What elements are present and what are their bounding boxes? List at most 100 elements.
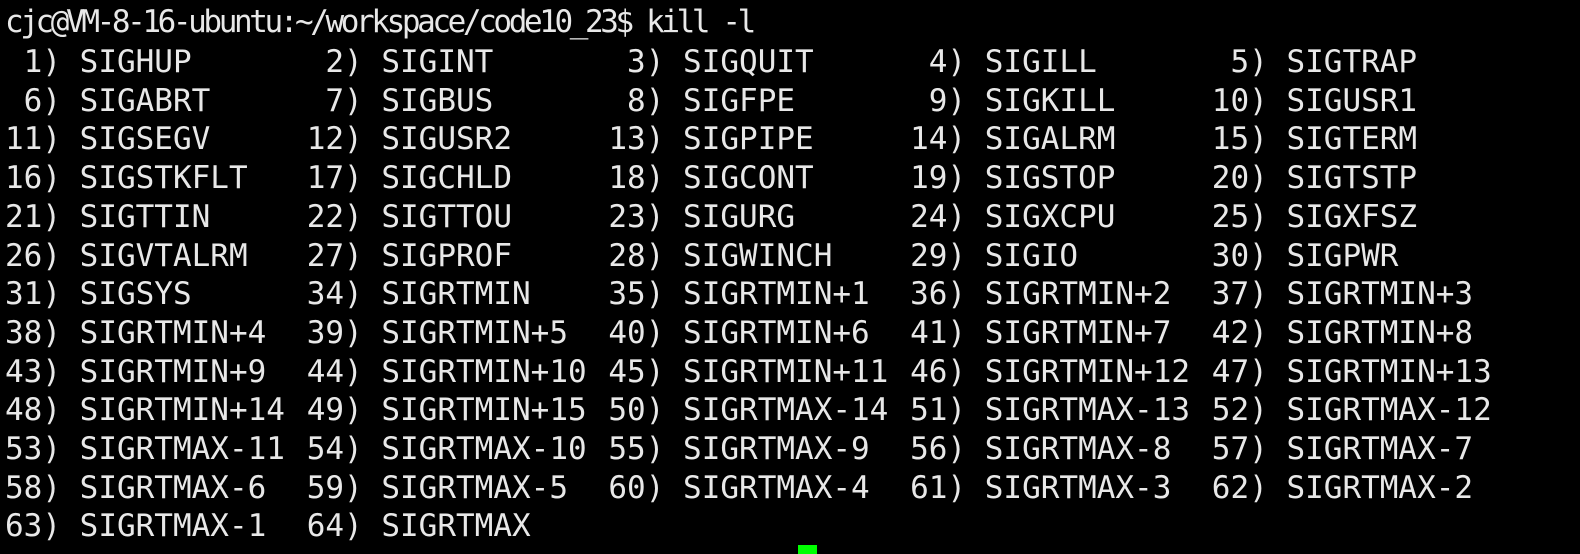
signal-entry: 35) SIGRTMIN+1 (608, 275, 869, 313)
signal-number: 57) (1211, 431, 1287, 467)
signal-number: 54) (306, 431, 382, 467)
signal-name: SIGRTMAX-8 (984, 431, 1172, 467)
signal-number: 34) (306, 276, 382, 313)
signal-name: SIGRTMAX-3 (984, 469, 1172, 506)
signal-entry: 54) SIGRTMAX-10 (307, 430, 587, 468)
signal-name: SIGIO (984, 237, 1079, 274)
signal-entry: 61) SIGRTMAX-3 (910, 469, 1171, 507)
signal-name: SIGSTKFLT (79, 160, 248, 197)
signal-entry: 29) SIGIO (910, 237, 1078, 275)
signal-name: SIGPWR (1286, 237, 1399, 274)
signal-entry: 34) SIGRTMIN (307, 275, 531, 313)
signal-entry: 38) SIGRTMIN+4 (5, 314, 266, 352)
signal-number: 9) (910, 82, 985, 119)
signal-number: 6) (5, 82, 80, 119)
signal-name: SIGTSTP (1286, 160, 1418, 197)
signal-name: SIGRTMIN+15 (381, 392, 587, 429)
signal-number: 41) (910, 314, 985, 351)
signal-entry: 5) SIGTRAP (1212, 43, 1417, 81)
signal-entry: 41) SIGRTMIN+7 (910, 314, 1171, 352)
signal-entry: 9) SIGKILL (910, 82, 1116, 120)
signal-entry: 63) SIGRTMAX-1 (5, 507, 266, 545)
signal-entry: 13) SIGPIPE (608, 120, 813, 158)
signal-entry: 59) SIGRTMAX-5 (307, 469, 568, 507)
signal-entry: 44) SIGRTMIN+10 (307, 353, 587, 391)
signal-entry: 55) SIGRTMAX-9 (608, 430, 869, 468)
signal-number: 16) (5, 160, 80, 197)
signal-name: SIGILL (984, 44, 1097, 80)
signal-entry: 8) SIGFPE (608, 82, 795, 120)
signal-name: SIGHUP (79, 44, 192, 80)
signal-entry: 18) SIGCONT (608, 159, 813, 197)
signal-number: 18) (608, 160, 684, 197)
signal-name: SIGCONT (683, 160, 814, 197)
signal-number: 46) (910, 353, 985, 390)
signal-entry: 11) SIGSEGV (5, 120, 210, 158)
signal-number: 37) (1211, 276, 1287, 313)
signal-entry: 15) SIGTERM (1212, 120, 1417, 158)
signal-name: SIGABRT (79, 82, 211, 119)
signal-name: SIGFPE (683, 82, 796, 119)
signal-name: SIGBUS (381, 82, 494, 119)
signal-name: SIGRTMIN+13 (1286, 353, 1492, 390)
signal-number: 42) (1211, 314, 1287, 351)
signal-name: SIGRTMAX-14 (683, 392, 889, 429)
signal-number: 20) (1211, 160, 1287, 197)
signal-entry: 50) SIGRTMAX-14 (608, 391, 888, 429)
signal-name: SIGCHLD (381, 160, 512, 197)
signal-number: 24) (910, 198, 985, 235)
signal-name: SIGRTMAX (381, 508, 531, 545)
signal-entry: 30) SIGPWR (1212, 237, 1399, 275)
signal-entry: 43) SIGRTMIN+9 (5, 353, 266, 391)
terminal-cursor (798, 545, 817, 554)
signal-entry: 22) SIGTTOU (307, 198, 512, 236)
signal-number: 64) (306, 508, 382, 545)
signal-number: 3) (608, 44, 684, 80)
signal-name: SIGRTMIN+2 (984, 276, 1172, 313)
signal-entry: 47) SIGRTMIN+13 (1212, 353, 1492, 391)
signal-name: SIGRTMIN+5 (381, 314, 568, 351)
signal-entry: 12) SIGUSR2 (307, 120, 512, 158)
signal-number: 5) (1211, 44, 1287, 80)
signal-number: 13) (608, 121, 684, 158)
signal-name: SIGRTMIN (381, 276, 531, 313)
signal-name: SIGXFSZ (1286, 198, 1418, 235)
signal-name: SIGRTMIN+14 (79, 392, 285, 429)
signal-name: SIGRTMAX-1 (79, 508, 267, 545)
signal-name: SIGVTALRM (79, 237, 248, 274)
signal-entry: 14) SIGALRM (910, 120, 1115, 158)
signal-name: SIGUSR1 (1286, 82, 1418, 119)
signal-entry: 6) SIGABRT (5, 82, 211, 120)
signal-number: 19) (910, 160, 985, 197)
signal-number: 10) (1211, 82, 1287, 119)
signal-entry: 53) SIGRTMAX-11 (5, 430, 285, 468)
signal-number: 49) (306, 392, 382, 429)
signal-entry: 57) SIGRTMAX-7 (1212, 430, 1473, 468)
signal-number: 15) (1211, 121, 1287, 158)
signal-entry: 56) SIGRTMAX-8 (910, 430, 1171, 468)
signal-name: SIGRTMIN+10 (381, 353, 587, 390)
signal-entry: 3) SIGQUIT (608, 43, 814, 81)
signal-name: SIGSEGV (79, 121, 211, 158)
signal-entry: 1) SIGHUP (5, 43, 192, 81)
signal-number: 7) (306, 82, 382, 119)
signal-number: 11) (5, 121, 80, 158)
signal-name: SIGRTMAX-7 (1286, 431, 1474, 467)
signal-entry: 42) SIGRTMIN+8 (1212, 314, 1473, 352)
signal-number: 47) (1211, 353, 1287, 390)
signal-entry: 58) SIGRTMAX-6 (5, 469, 266, 507)
signal-entry: 45) SIGRTMIN+11 (608, 353, 888, 391)
signal-number: 29) (910, 237, 985, 274)
signal-number: 36) (910, 276, 985, 313)
signal-entry: 10) SIGUSR1 (1212, 82, 1417, 120)
signal-name: SIGPIPE (683, 121, 814, 158)
signal-entry: 4) SIGILL (910, 43, 1097, 81)
signal-number: 4) (910, 44, 985, 80)
signal-number: 25) (1211, 198, 1287, 235)
signal-name: SIGRTMAX-10 (381, 431, 587, 467)
signal-entry: 7) SIGBUS (306, 82, 494, 120)
shell-prompt: cjc@VM-8-16-ubuntu:~/workspace/code10_23… (5, 4, 647, 40)
signal-number: 22) (306, 198, 382, 235)
signal-number: 43) (5, 353, 80, 390)
signal-name: SIGRTMAX-4 (683, 469, 870, 506)
